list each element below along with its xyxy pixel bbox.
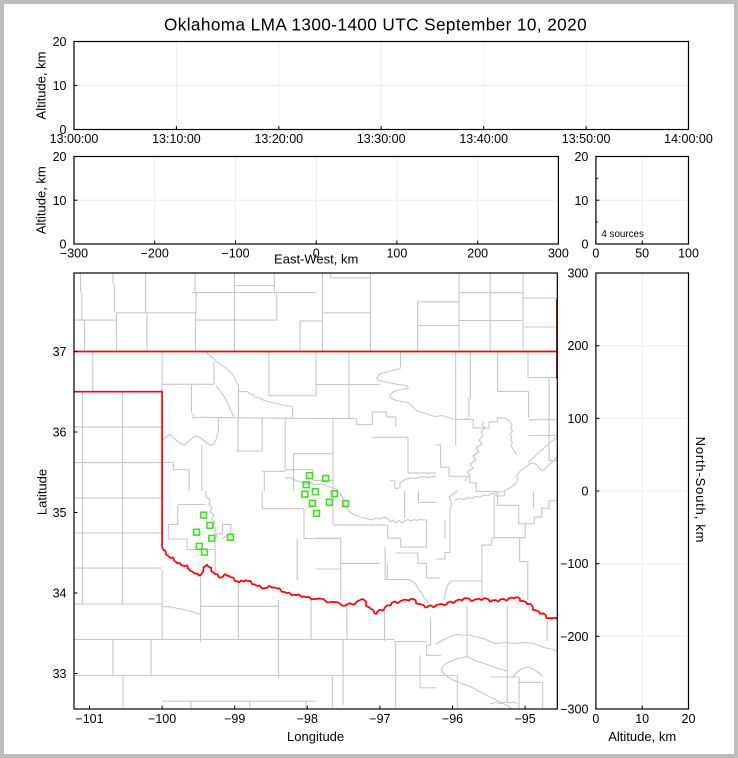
svg-text:33: 33 bbox=[53, 667, 67, 681]
svg-text:13:10:00: 13:10:00 bbox=[152, 132, 201, 146]
svg-text:300: 300 bbox=[548, 247, 569, 261]
svg-text:37: 37 bbox=[53, 345, 67, 359]
svg-text:−300: −300 bbox=[560, 703, 588, 717]
svg-text:20: 20 bbox=[574, 150, 588, 164]
svg-text:20: 20 bbox=[53, 35, 67, 49]
svg-text:20: 20 bbox=[53, 150, 67, 164]
svg-text:0: 0 bbox=[581, 238, 588, 252]
svg-text:Longitude: Longitude bbox=[287, 729, 344, 744]
svg-text:0: 0 bbox=[592, 247, 599, 261]
svg-text:−100: −100 bbox=[148, 712, 176, 726]
svg-text:50: 50 bbox=[635, 247, 649, 261]
svg-text:0: 0 bbox=[581, 485, 588, 499]
svg-text:0: 0 bbox=[60, 238, 67, 252]
svg-text:Altitude, km: Altitude, km bbox=[34, 52, 49, 120]
svg-text:14:00:00: 14:00:00 bbox=[664, 132, 713, 146]
svg-text:−99: −99 bbox=[224, 712, 245, 726]
svg-text:36: 36 bbox=[53, 426, 67, 440]
svg-text:Oklahoma LMA 1300-1400 UTC Sep: Oklahoma LMA 1300-1400 UTC September 10,… bbox=[164, 15, 587, 35]
svg-text:Altitude, km: Altitude, km bbox=[608, 729, 676, 744]
svg-text:4 sources: 4 sources bbox=[601, 229, 644, 240]
svg-text:North-South, km: North-South, km bbox=[693, 437, 708, 544]
svg-text:Altitude, km: Altitude, km bbox=[34, 166, 49, 234]
svg-text:34: 34 bbox=[53, 587, 67, 601]
svg-text:Latitude: Latitude bbox=[35, 469, 50, 515]
svg-text:−200: −200 bbox=[141, 247, 169, 261]
svg-text:13:00:00: 13:00:00 bbox=[50, 132, 99, 146]
svg-text:100: 100 bbox=[678, 247, 699, 261]
svg-text:0: 0 bbox=[313, 247, 320, 261]
svg-text:0: 0 bbox=[592, 712, 599, 726]
svg-text:−97: −97 bbox=[369, 712, 390, 726]
svg-text:−200: −200 bbox=[560, 630, 588, 644]
svg-text:0: 0 bbox=[60, 123, 67, 137]
svg-text:300: 300 bbox=[568, 267, 589, 281]
svg-text:10: 10 bbox=[53, 194, 67, 208]
svg-text:13:20:00: 13:20:00 bbox=[254, 132, 303, 146]
svg-text:−100: −100 bbox=[221, 247, 249, 261]
svg-text:200: 200 bbox=[467, 247, 488, 261]
svg-text:35: 35 bbox=[53, 506, 67, 520]
svg-text:−98: −98 bbox=[297, 712, 318, 726]
svg-text:13:40:00: 13:40:00 bbox=[459, 132, 508, 146]
svg-text:100: 100 bbox=[386, 247, 407, 261]
svg-text:−101: −101 bbox=[75, 712, 103, 726]
svg-text:−100: −100 bbox=[560, 557, 588, 571]
svg-text:13:50:00: 13:50:00 bbox=[562, 132, 611, 146]
svg-text:−300: −300 bbox=[60, 247, 88, 261]
svg-text:−95: −95 bbox=[514, 712, 535, 726]
svg-text:100: 100 bbox=[568, 412, 589, 426]
svg-text:200: 200 bbox=[568, 339, 589, 353]
svg-text:10: 10 bbox=[574, 194, 588, 208]
svg-text:20: 20 bbox=[682, 712, 696, 726]
svg-text:East-West, km: East-West, km bbox=[274, 252, 358, 267]
svg-text:10: 10 bbox=[53, 79, 67, 93]
svg-text:−96: −96 bbox=[442, 712, 463, 726]
svg-text:10: 10 bbox=[635, 712, 649, 726]
svg-text:13:30:00: 13:30:00 bbox=[357, 132, 406, 146]
